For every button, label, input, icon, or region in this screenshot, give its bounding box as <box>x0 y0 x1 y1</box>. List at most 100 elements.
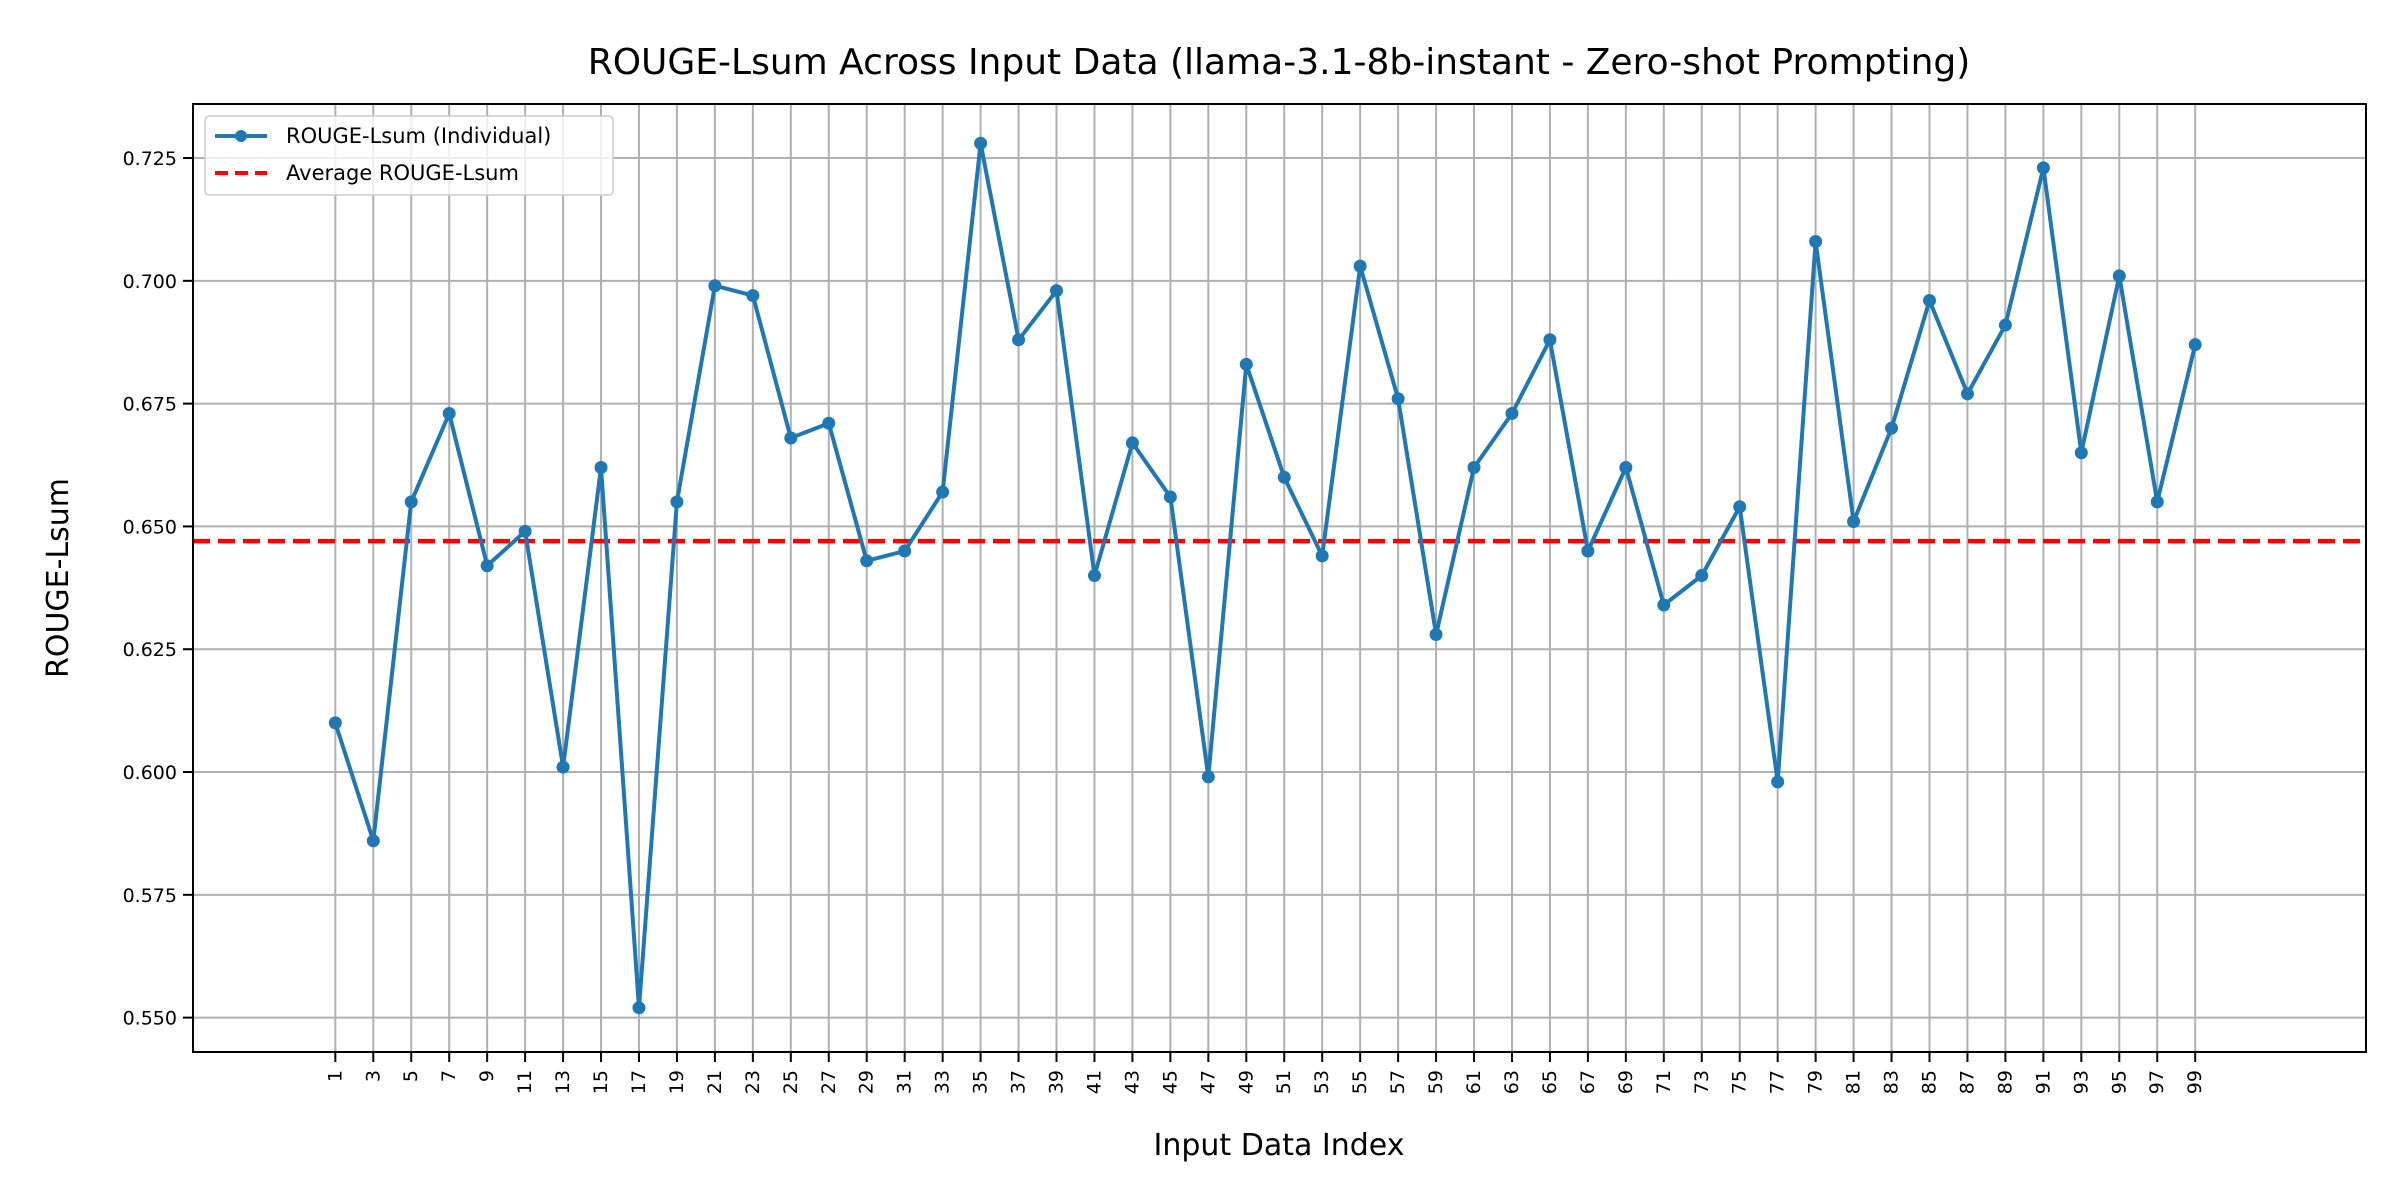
x-tick-label: 99 <box>2184 1070 2206 1094</box>
data-point <box>328 716 342 730</box>
y-tick-label: 0.675 <box>123 394 177 416</box>
x-tick-label: 75 <box>1729 1070 1751 1094</box>
data-point <box>2150 495 2164 509</box>
data-point <box>670 495 684 509</box>
x-tick-label: 5 <box>400 1070 422 1082</box>
x-tick-label: 25 <box>780 1070 802 1094</box>
chart-title: ROUGE-Lsum Across Input Data (llama-3.1-… <box>588 42 1971 83</box>
x-tick-label: 21 <box>704 1070 726 1094</box>
data-point <box>1125 436 1139 450</box>
data-point <box>1885 421 1899 435</box>
x-tick-label: 37 <box>1008 1070 1030 1094</box>
y-tick-label: 0.625 <box>123 639 177 661</box>
x-tick-label: 59 <box>1425 1070 1447 1094</box>
y-axis-ticks: 0.550 0.575 0.600 0.625 0.650 0.675 0.700 0.725 <box>123 148 193 1030</box>
data-point <box>1050 284 1064 298</box>
data-point <box>1239 357 1253 371</box>
y-axis-label: ROUGE-Lsum <box>41 478 76 678</box>
y-tick-label: 0.550 <box>123 1008 177 1030</box>
data-point <box>2188 338 2202 352</box>
x-tick-label: 89 <box>1994 1070 2016 1094</box>
x-tick-label: 55 <box>1349 1070 1371 1094</box>
x-tick-label: 57 <box>1387 1070 1409 1094</box>
data-point <box>1391 392 1405 406</box>
x-tick-label: 87 <box>1956 1070 1978 1094</box>
data-point <box>974 136 988 150</box>
x-tick-label: 11 <box>514 1070 536 1094</box>
data-point <box>2036 161 2050 175</box>
data-point <box>1733 500 1747 514</box>
series-line <box>333 141 2198 1010</box>
x-tick-label: 39 <box>1046 1070 1068 1094</box>
data-point <box>1012 333 1026 347</box>
legend: ROUGE-Lsum (Individual) Average ROUGE-Ls… <box>204 115 614 196</box>
x-tick-label: 27 <box>818 1070 840 1094</box>
data-point <box>898 544 912 558</box>
data-point <box>1543 333 1557 347</box>
x-tick-label: 3 <box>362 1070 384 1082</box>
x-tick-label: 31 <box>894 1070 916 1094</box>
x-tick-label: 91 <box>2032 1070 2054 1094</box>
data-point <box>1847 515 1861 529</box>
x-tick-label: 65 <box>1539 1070 1561 1094</box>
x-tick-label: 43 <box>1121 1070 1143 1094</box>
data-point <box>1998 318 2012 332</box>
data-point <box>1923 293 1937 307</box>
series-layer <box>328 136 2202 1015</box>
x-tick-label: 29 <box>856 1070 878 1094</box>
data-point <box>594 460 608 474</box>
x-tick-label: 35 <box>970 1070 992 1094</box>
x-tick-label: 47 <box>1197 1070 1219 1094</box>
x-tick-label: 9 <box>476 1070 498 1082</box>
x-tick-label: 81 <box>1843 1070 1865 1094</box>
data-point <box>1695 569 1709 583</box>
data-point <box>708 279 722 293</box>
data-point <box>1429 627 1443 641</box>
x-tick-label: 41 <box>1083 1070 1105 1094</box>
data-point <box>2074 446 2088 460</box>
x-tick-label: 17 <box>628 1070 650 1094</box>
data-point <box>442 406 456 420</box>
legend-box <box>204 115 614 196</box>
x-tick-label: 23 <box>742 1070 764 1094</box>
y-tick-label: 0.575 <box>123 885 177 907</box>
x-axis-label: Input Data Index <box>1154 1128 1405 1163</box>
y-tick-label: 0.650 <box>123 516 177 538</box>
plot-frame <box>192 103 2367 1053</box>
data-point <box>1505 406 1519 420</box>
data-point <box>632 1001 646 1015</box>
data-point <box>1619 460 1633 474</box>
x-tick-label: 49 <box>1235 1070 1257 1094</box>
y-tick-label: 0.725 <box>123 148 177 170</box>
x-tick-label: 83 <box>1881 1070 1903 1094</box>
data-point <box>518 524 532 538</box>
x-tick-label: 61 <box>1463 1070 1485 1094</box>
legend-label-individual: ROUGE-Lsum (Individual) <box>286 124 551 148</box>
legend-marker-individual <box>235 130 247 142</box>
legend-label-average: Average ROUGE-Lsum <box>286 161 519 185</box>
data-point <box>1201 770 1215 784</box>
x-tick-label: 95 <box>2108 1070 2130 1094</box>
data-point <box>1353 259 1367 273</box>
x-tick-label: 51 <box>1273 1070 1295 1094</box>
data-point <box>1315 549 1329 563</box>
y-tick-label: 0.600 <box>123 762 177 784</box>
data-point <box>1809 235 1823 249</box>
x-tick-label: 73 <box>1691 1070 1713 1094</box>
x-tick-label: 33 <box>932 1070 954 1094</box>
data-point <box>404 495 418 509</box>
x-tick-label: 53 <box>1311 1070 1333 1094</box>
x-tick-label: 85 <box>1919 1070 1941 1094</box>
data-point <box>1163 490 1177 504</box>
data-point <box>1467 460 1481 474</box>
x-tick-label: 7 <box>438 1070 460 1082</box>
x-tick-label: 45 <box>1159 1070 1181 1094</box>
x-tick-label: 97 <box>2146 1070 2168 1094</box>
data-point <box>1581 544 1595 558</box>
x-tick-label: 19 <box>666 1070 688 1094</box>
data-point <box>860 554 874 568</box>
x-tick-label: 1 <box>324 1070 346 1082</box>
x-tick-label: 13 <box>552 1070 574 1094</box>
data-point <box>1087 569 1101 583</box>
x-tick-label: 69 <box>1615 1070 1637 1094</box>
